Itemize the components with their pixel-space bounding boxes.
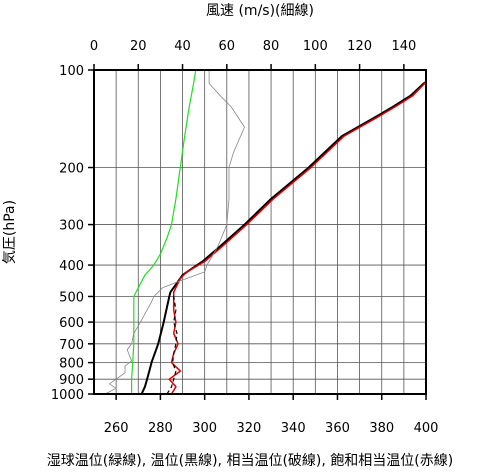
x-top-tick-label: 120 (347, 39, 372, 54)
x-top-tick-label: 100 (303, 39, 328, 54)
y-tick-label: 900 (59, 373, 84, 388)
plot-frame (93, 69, 427, 395)
y-tick-label: 500 (59, 290, 84, 305)
series-group (104, 69, 427, 395)
x-bottom-tick-label: 400 (414, 421, 439, 436)
x-bottom-tick-label: 300 (192, 421, 217, 436)
x-bottom-tick-label: 320 (237, 421, 262, 436)
y-tick-label: 800 (59, 357, 84, 372)
y-tick-label: 200 (59, 162, 84, 177)
x-bottom-tick-label: 380 (369, 421, 394, 436)
y-tick-label: 300 (59, 219, 84, 234)
x-top-tick-label: 140 (391, 39, 416, 54)
y-tick-label: 700 (59, 338, 84, 353)
y-tick-label: 1000 (51, 388, 84, 403)
y-tick-label: 400 (59, 259, 84, 274)
x-bottom-tick-label: 360 (325, 421, 350, 436)
y-axis-title: 気圧(hPa) (2, 200, 18, 264)
series-line-4 (104, 70, 245, 395)
x-top-tick-label: 60 (219, 39, 236, 54)
series-line-3 (131, 69, 197, 394)
x-top-tick-label: 0 (90, 39, 98, 54)
x-top-tick-label: 20 (130, 39, 147, 54)
y-tick-label: 600 (59, 316, 84, 331)
x-bottom-tick-label: 260 (104, 421, 129, 436)
series-line-2 (166, 292, 178, 395)
series-line-1 (168, 81, 427, 395)
bottom-axis-title: 湿球温位(緑線), 温位(黒線), 相当温位(破線), 飽和相当温位(赤線) (47, 452, 453, 469)
x-top-tick-label: 40 (174, 39, 191, 54)
x-bottom-tick-label: 280 (148, 421, 173, 436)
x-top-tick-label: 80 (263, 39, 280, 54)
y-tick-label: 100 (59, 64, 84, 79)
x-bottom-tick-label: 340 (281, 421, 306, 436)
top-axis-title: 風速 (m/s)(細線) (206, 3, 314, 19)
